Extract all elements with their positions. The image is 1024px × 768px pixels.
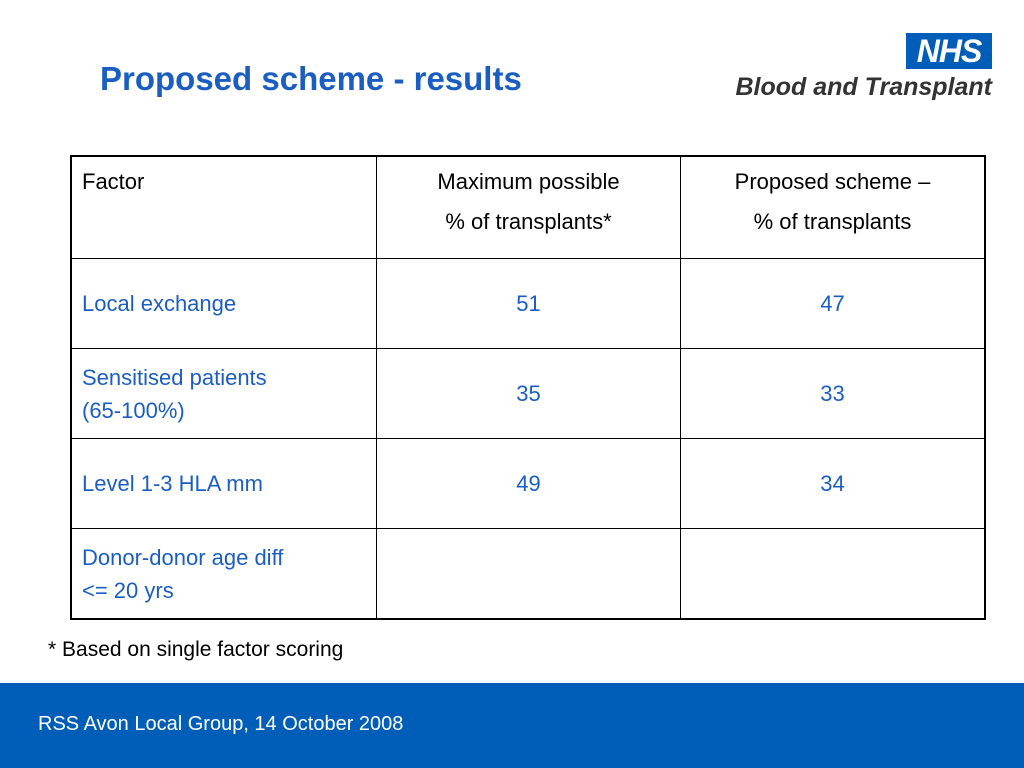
footer-text: RSS Avon Local Group, 14 October 2008 [38, 713, 404, 735]
nhs-blood-and-transplant-logo: NHS Blood and Transplant [700, 33, 994, 103]
proposed-cell: 34 [680, 438, 986, 529]
results-table: Factor Maximum possible % of transplants… [70, 155, 986, 620]
factor-label: Local exchange [82, 291, 237, 316]
organization-name: Blood and Transplant [735, 73, 993, 101]
proposed-cell [680, 528, 986, 620]
factor-label-line2: (65-100%) [82, 397, 185, 423]
header-factor: Factor [70, 155, 377, 259]
slide-title: Proposed scheme - results [100, 60, 522, 97]
factor-label-line2: <= 20 yrs [82, 577, 174, 603]
proposed-cell: 33 [680, 348, 986, 439]
factor-label: Donor-donor age diff [82, 544, 284, 570]
max-cell [376, 528, 681, 620]
proposed-cell: 47 [680, 258, 986, 349]
factor-cell: Donor-donor age diff <= 20 yrs [70, 528, 377, 620]
header-maximum-line1: Maximum possible [437, 169, 620, 194]
header-proposed-scheme: Proposed scheme – % of transplants [680, 155, 986, 259]
table-header-row: Factor Maximum possible % of transplants… [70, 155, 986, 259]
header-factor-label: Factor [82, 169, 145, 194]
factor-cell: Local exchange [70, 258, 377, 349]
factor-label: Level 1-3 HLA mm [82, 471, 263, 496]
header-maximum-possible: Maximum possible % of transplants* [376, 155, 681, 259]
factor-cell: Level 1-3 HLA mm [70, 438, 377, 529]
footnote: * Based on single factor scoring [48, 638, 344, 661]
footer-bar: RSS Avon Local Group, 14 October 2008 [0, 683, 1024, 768]
table-row: Level 1-3 HLA mm 49 34 [70, 438, 986, 529]
max-cell: 35 [376, 348, 681, 439]
max-cell: 49 [376, 438, 681, 529]
factor-cell: Sensitised patients (65-100%) [70, 348, 377, 439]
header-maximum-line2: % of transplants* [445, 209, 612, 234]
table-row: Sensitised patients (65-100%) 35 33 [70, 348, 986, 439]
header-proposed-line1: Proposed scheme – [734, 169, 931, 194]
factor-label: Sensitised patients [82, 364, 267, 390]
max-cell: 51 [376, 258, 681, 349]
table-row: Local exchange 51 47 [70, 258, 986, 349]
table-row: Donor-donor age diff <= 20 yrs [70, 528, 986, 620]
nhs-badge: NHS [906, 33, 992, 69]
header-proposed-line2: % of transplants [753, 209, 912, 234]
